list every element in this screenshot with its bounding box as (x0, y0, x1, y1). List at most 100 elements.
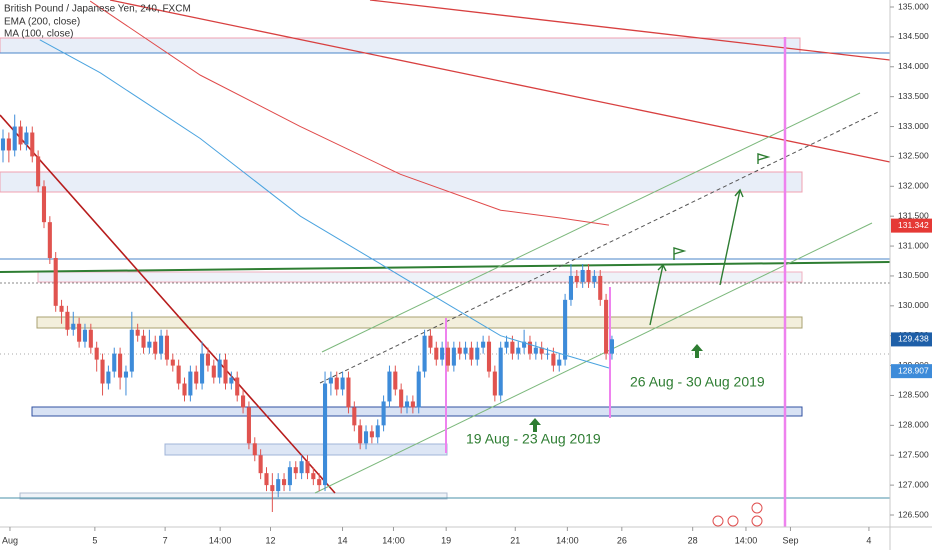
candle-body (59, 305, 64, 312)
candle-body (276, 479, 281, 492)
marker (691, 344, 703, 358)
candle-body (24, 132, 29, 145)
candle-body (609, 339, 614, 354)
y-tick-label: 135.000 (898, 1, 929, 11)
candle-body (492, 371, 497, 396)
candle-body (399, 389, 404, 408)
trend-line (0, 114, 336, 494)
candle-body (481, 341, 486, 348)
candle-body (434, 347, 439, 360)
candle-body (53, 258, 58, 306)
candle-body (428, 335, 433, 348)
candle-body (205, 353, 210, 366)
price-tag (891, 364, 932, 379)
candle-body (422, 335, 427, 372)
arrows (649, 153, 771, 326)
chart-title: British Pound / Japanese Yen, 240, FXCM (4, 4, 191, 15)
x-tick-label: 26 (617, 535, 627, 545)
x-tick-label: 12 (266, 535, 276, 545)
candle-body (188, 371, 193, 396)
candle-body (358, 425, 363, 444)
x-tick-label: 14:00 (556, 535, 579, 545)
candle-body (334, 377, 339, 390)
flag (673, 247, 687, 260)
candle-body (387, 371, 392, 402)
x-tick-label: 28 (688, 535, 698, 545)
candle-body (118, 353, 123, 378)
candle-body (457, 347, 462, 354)
candle-body (82, 329, 88, 342)
candle-body (410, 401, 415, 408)
y-tick-label: 130.000 (898, 300, 929, 310)
candle-body (270, 485, 275, 492)
candle-body (557, 359, 562, 366)
x-tick-label: Sep (782, 535, 798, 545)
y-tick-label: 133.000 (898, 121, 929, 131)
candle-body (463, 347, 468, 354)
candle-body (539, 347, 544, 354)
y-tick-label: 134.500 (898, 31, 929, 41)
candle-body (580, 269, 585, 282)
flag (757, 153, 771, 164)
candle-body (147, 341, 152, 348)
candle-body (71, 323, 76, 330)
candle-body (200, 353, 205, 384)
legend-entry: EMA (200, close) (4, 17, 80, 28)
candle-body (106, 371, 111, 384)
candle-body (287, 467, 292, 486)
candle-body (510, 341, 515, 354)
icon (727, 515, 739, 527)
candle-body (159, 335, 164, 354)
candle-body (182, 383, 187, 396)
x-tick-label: 4 (866, 535, 871, 545)
icon (751, 515, 763, 527)
price-tag-label: 128.907 (898, 365, 929, 375)
candle-body (6, 138, 11, 151)
candle-body (445, 347, 451, 366)
candle-body (264, 473, 269, 486)
candle-body (381, 401, 386, 426)
x-tick-label: 14 (338, 535, 348, 545)
candle-body (299, 461, 304, 474)
candle-body (440, 347, 445, 360)
candle-body (574, 275, 579, 282)
trend-line (369, 0, 890, 61)
y-tick-label: 134.000 (898, 61, 929, 71)
candle-body (568, 275, 574, 300)
y-tick-label: 132.500 (898, 151, 929, 161)
zone (31, 406, 803, 417)
candle-body (604, 299, 609, 354)
candle-body (475, 347, 480, 360)
y-tick-label: 128.000 (898, 420, 929, 430)
price-tag-label: 129.438 (898, 334, 929, 344)
price-tag (891, 218, 932, 233)
candle-body (516, 347, 521, 354)
candle-body (317, 479, 322, 486)
candle-body (375, 425, 380, 438)
candle-body (112, 353, 117, 372)
candle-body (141, 335, 146, 348)
candle-body (352, 407, 357, 426)
candle-body (469, 347, 474, 360)
candle-body (533, 347, 538, 354)
candle-body (563, 299, 568, 360)
candle-body (322, 383, 328, 486)
candle-body (416, 371, 421, 408)
y-tick-label: 126.500 (898, 509, 929, 519)
icon (751, 502, 763, 514)
zone (0, 37, 801, 54)
candle-body (598, 275, 603, 300)
x-tick-label: 21 (510, 535, 520, 545)
x-tick-label: Aug (2, 535, 18, 545)
candle-body (164, 335, 169, 360)
candle-body (369, 431, 374, 438)
indicator-line (39, 39, 610, 369)
candle-body (47, 222, 52, 259)
y-tick-label: 133.500 (898, 91, 929, 101)
x-tick-label: 7 (163, 535, 168, 545)
candle-body (522, 341, 527, 348)
candle-body (65, 311, 70, 330)
y-tick-label: 127.000 (898, 479, 929, 489)
candle-body (393, 371, 398, 390)
